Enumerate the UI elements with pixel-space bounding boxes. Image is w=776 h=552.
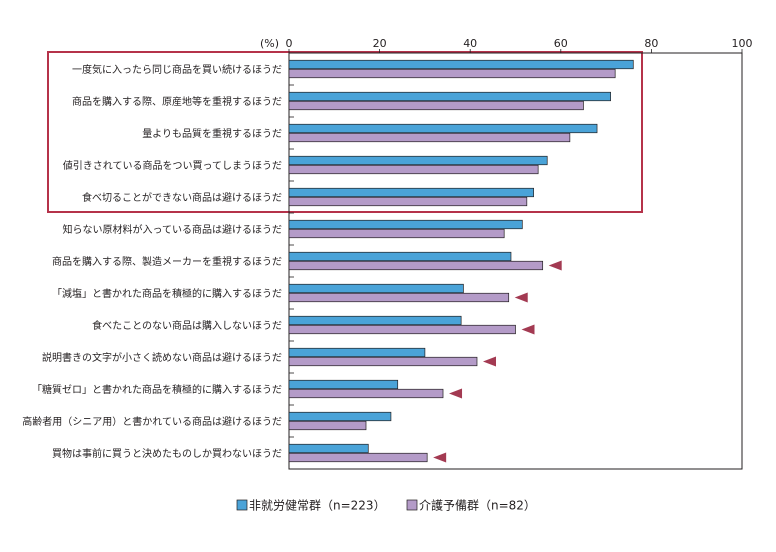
bar-series-2 <box>288 228 505 239</box>
bar-series-1 <box>288 379 399 390</box>
bar-series-1 <box>288 443 369 454</box>
category-label: 商品を購入する際、原産地等を重視するほうだ <box>72 95 282 108</box>
legend-label: 非就労健常群（n=223） <box>249 499 386 513</box>
category-label: 説明書きの文字が小さく読めない商品は避けるほうだ <box>42 351 282 364</box>
category-label: 「糖質ゼロ」と書かれた商品を積極的に購入するほうだ <box>32 383 282 396</box>
category-label: 高齢者用（シニア用）と書かれている商品は避けるほうだ <box>22 415 282 428</box>
highlight-marker-icon <box>433 452 447 463</box>
bar-series-2 <box>288 292 510 303</box>
x-tick-label: 80 <box>644 37 658 50</box>
highlight-marker-icon <box>521 324 535 335</box>
highlight-marker-icon <box>449 388 463 399</box>
bar-series-2 <box>288 324 516 335</box>
bar-series-2 <box>288 356 478 367</box>
highlight-box <box>47 51 643 213</box>
x-tick-label: 100 <box>732 37 753 50</box>
bar-series-1 <box>288 91 611 102</box>
bar-series-1 <box>288 315 462 326</box>
bar-series-1 <box>288 123 598 134</box>
unit-label: (%) <box>260 37 279 50</box>
highlight-marker-icon <box>482 356 496 367</box>
legend-swatch <box>236 499 248 511</box>
bar-series-2 <box>288 388 444 399</box>
category-label: 値引きされている商品をつい買ってしまうほうだ <box>63 159 282 172</box>
bar-series-1 <box>288 411 392 422</box>
category-label: 「減塩」と書かれた商品を積極的に購入するほうだ <box>52 287 282 300</box>
bar-series-2 <box>288 164 539 175</box>
category-label: 商品を購入する際、製造メーカーを重視するほうだ <box>52 255 282 268</box>
bar-series-1 <box>288 155 548 166</box>
bar-series-2 <box>288 260 544 271</box>
legend-label: 介護予備群（n=82） <box>419 498 536 513</box>
bar-series-1 <box>288 347 426 358</box>
legend-swatch <box>406 499 418 511</box>
category-label: 知らない原材料が入っている商品は避けるほうだ <box>63 223 283 236</box>
x-tick-label: 0 <box>286 37 293 50</box>
x-tick-label: 40 <box>463 37 477 50</box>
category-label: 食べたことのない商品は購入しないほうだ <box>92 319 282 332</box>
bar-series-2 <box>288 68 616 79</box>
bar-series-2 <box>288 132 571 143</box>
category-label: 買物は事前に買うと決めたものしか買わないほうだ <box>52 447 282 460</box>
bar-series-1 <box>288 283 464 294</box>
bar-series-2 <box>288 420 367 431</box>
category-label: 量よりも品質を重視するほうだ <box>142 127 282 140</box>
bar-series-1 <box>288 219 523 230</box>
category-label: 食べ切ることができない商品は避けるほうだ <box>82 191 282 204</box>
bar-series-1 <box>288 187 534 198</box>
x-tick-label: 60 <box>554 37 568 50</box>
bar-series-2 <box>288 196 528 207</box>
highlight-marker-icon <box>514 292 528 303</box>
bar-series-2 <box>288 100 584 111</box>
x-tick-label: 20 <box>373 37 387 50</box>
category-label: 一度気に入ったら同じ商品を買い続けるほうだ <box>72 63 282 76</box>
bar-series-1 <box>288 59 634 70</box>
highlight-marker-icon <box>548 260 562 271</box>
bar-series-1 <box>288 251 512 262</box>
bar-series-2 <box>288 452 428 463</box>
